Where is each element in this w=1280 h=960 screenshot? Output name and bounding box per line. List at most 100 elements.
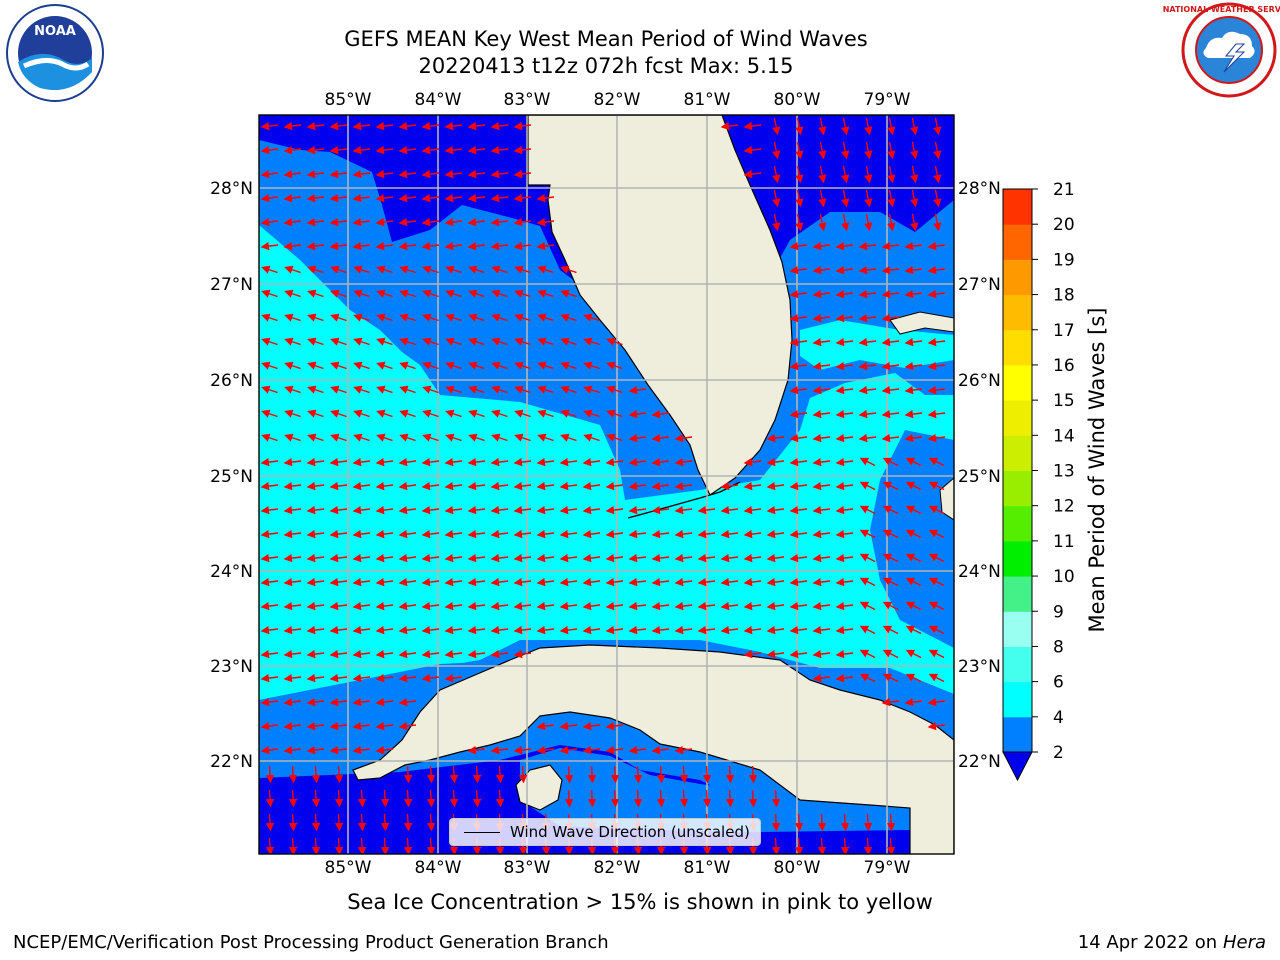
wind-wave-arrow <box>583 385 600 394</box>
wind-wave-arrow <box>375 505 394 515</box>
lon-label: 84°W <box>415 90 462 110</box>
wind-wave-arrow <box>376 337 393 346</box>
wind-wave-arrow <box>766 625 785 635</box>
wind-wave-arrow <box>882 553 899 563</box>
lon-label: 83°W <box>504 90 551 110</box>
wind-wave-arrow <box>306 577 325 587</box>
colorbar-tick-label: 12 <box>1053 497 1075 517</box>
wind-wave-arrow <box>766 601 785 611</box>
wind-wave-arrow <box>445 313 462 322</box>
wind-wave-arrow <box>812 385 831 395</box>
wind-wave-arrow <box>789 409 808 419</box>
wind-wave-arrow <box>536 745 555 755</box>
wind-wave-arrow <box>905 577 922 587</box>
wind-wave-arrow <box>352 745 371 755</box>
wind-wave-arrow <box>467 457 486 467</box>
wind-wave-arrow <box>468 409 485 418</box>
noaa-logo-text: NOAA <box>34 24 76 39</box>
colorbar-tick-label: 19 <box>1053 250 1075 270</box>
wind-wave-arrow <box>560 337 577 346</box>
wind-wave-arrow <box>307 361 324 370</box>
wind-wave-arrow <box>375 745 394 755</box>
lon-label: 80°W <box>774 90 821 110</box>
wind-wave-arrow <box>399 337 416 346</box>
wind-wave-arrow <box>357 837 367 854</box>
wind-wave-arrow <box>375 145 394 155</box>
wind-wave-arrow <box>766 529 785 539</box>
map-title: GEFS MEAN Key West Mean Period of Wind W… <box>344 27 868 51</box>
colorbar-tick-label: 14 <box>1053 426 1075 446</box>
wind-wave-arrow <box>583 409 600 418</box>
wind-wave-arrow <box>881 337 900 347</box>
wind-wave-arrow <box>863 813 873 832</box>
wind-wave-arrow <box>835 289 854 299</box>
wind-wave-arrow <box>789 529 808 539</box>
wind-wave-arrow <box>927 697 946 707</box>
wind-wave-arrow <box>398 241 417 251</box>
wind-wave-arrow <box>445 433 462 442</box>
colorbar-segment <box>1003 224 1032 260</box>
wind-wave-arrow <box>904 385 923 395</box>
lat-label: 27°N <box>958 275 1001 295</box>
wind-wave-arrow <box>858 385 877 395</box>
wind-wave-arrow <box>881 313 900 323</box>
wind-wave-arrow <box>513 145 532 155</box>
wind-wave-arrow <box>933 189 942 208</box>
wind-wave-arrow <box>330 385 347 394</box>
wind-wave-arrow <box>491 337 508 346</box>
wind-wave-arrow <box>812 553 831 563</box>
wind-wave-arrow <box>261 313 278 322</box>
wind-wave-arrow <box>628 601 647 611</box>
wind-wave-arrow <box>720 577 739 587</box>
wind-wave-arrow <box>261 361 278 370</box>
wind-wave-arrow <box>467 505 486 515</box>
wind-wave-arrow <box>559 577 578 587</box>
wind-wave-arrow <box>445 289 462 298</box>
wind-wave-arrow <box>605 745 624 755</box>
wind-wave-arrow <box>352 529 371 539</box>
wind-wave-arrow <box>403 765 413 784</box>
wind-wave-arrow <box>421 169 440 179</box>
wind-wave-arrow <box>353 433 370 442</box>
wind-wave-arrow <box>468 361 485 370</box>
wind-wave-arrow <box>330 289 347 298</box>
wind-wave-arrow <box>858 241 877 251</box>
wind-wave-arrow <box>357 813 367 832</box>
wind-wave-arrow <box>260 673 279 683</box>
wind-wave-arrow <box>537 313 554 322</box>
wind-wave-arrow <box>352 577 371 587</box>
wind-wave-arrow <box>468 289 485 298</box>
wind-wave-arrow <box>858 313 877 323</box>
wind-wave-arrow <box>518 765 528 784</box>
wind-wave-arrow <box>330 361 347 370</box>
wind-wave-arrow <box>352 193 371 203</box>
wind-wave-arrow <box>283 505 302 515</box>
wind-wave-arrow <box>859 577 876 587</box>
wind-wave-arrow <box>330 265 347 274</box>
wind-wave-arrow <box>927 409 946 419</box>
wind-wave-arrow <box>352 625 371 635</box>
wind-wave-arrow <box>743 457 762 467</box>
wind-wave-arrow <box>537 337 554 346</box>
wind-wave-arrow <box>307 409 324 418</box>
wind-wave-arrow <box>260 577 279 587</box>
wind-wave-arrow <box>859 673 876 683</box>
legend-label: Wind Wave Direction (unscaled) <box>510 823 750 841</box>
wind-wave-arrow <box>651 457 670 467</box>
wind-wave-arrow <box>536 457 555 467</box>
wind-wave-arrow <box>605 721 624 731</box>
wind-wave-arrow <box>472 789 482 808</box>
wind-wave-arrow <box>928 457 945 467</box>
wind-wave-arrow <box>376 289 393 298</box>
sea-ice-note: Sea Ice Concentration > 15% is shown in … <box>347 890 933 914</box>
wind-wave-arrow <box>882 649 899 659</box>
wind-wave-arrow <box>375 721 394 731</box>
wind-wave-arrow <box>306 193 325 203</box>
wind-wave-arrow <box>559 721 578 731</box>
wind-wave-arrow <box>928 673 945 683</box>
wind-wave-arrow <box>818 189 827 208</box>
wind-wave-arrow <box>376 361 393 370</box>
wind-wave-arrow <box>927 337 946 347</box>
wind-wave-arrow <box>490 505 509 515</box>
wind-wave-arrow <box>789 649 808 659</box>
